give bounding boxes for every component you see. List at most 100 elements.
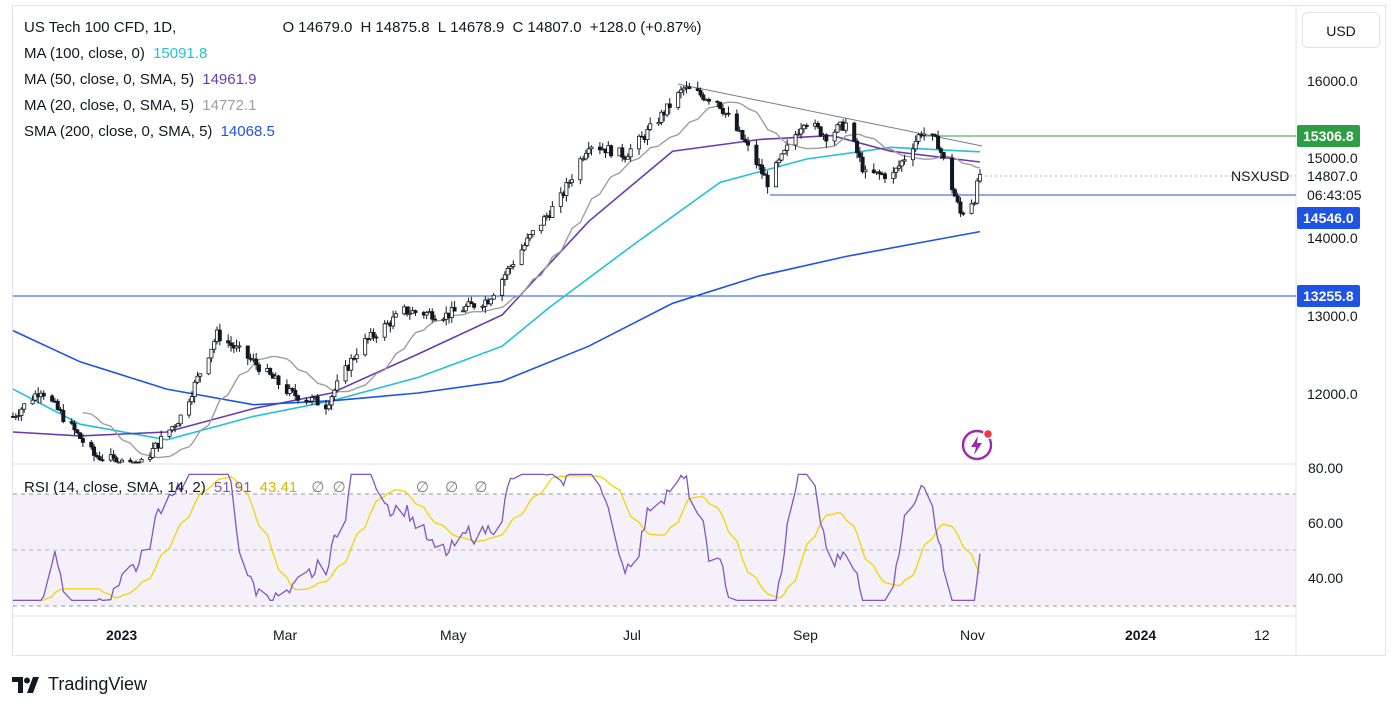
candle (100, 454, 105, 462)
tag-resistance[interactable]: 15306.8 (1297, 125, 1360, 147)
candle (480, 304, 485, 311)
lightning-icon[interactable] (960, 428, 994, 462)
candle (209, 348, 214, 363)
candle (365, 337, 370, 344)
candle (50, 394, 55, 403)
time-tick-sep: Sep (793, 627, 818, 643)
candle (254, 352, 259, 370)
candle (245, 345, 250, 366)
candle (550, 201, 555, 219)
indicator-ma100[interactable]: MA (100, close, 0) 15091.8 (24, 45, 208, 62)
candle (38, 390, 43, 404)
candle (936, 130, 941, 150)
candle (55, 398, 60, 411)
candle (75, 428, 80, 435)
candle (558, 187, 563, 213)
candle (676, 91, 681, 110)
candle (424, 310, 429, 320)
ohlc-close: C 14807.0 (512, 19, 582, 36)
price-tick-16000: 16000.0 (1307, 73, 1358, 89)
time-tick-mar: Mar (273, 627, 298, 643)
candle (508, 264, 513, 274)
candle (715, 100, 720, 108)
candle (933, 133, 938, 138)
symbol-title: US Tech 100 CFD, 1D, (24, 19, 177, 36)
candle (92, 443, 97, 462)
candle (441, 317, 446, 323)
time-tick-nov: Nov (960, 627, 985, 643)
candle (463, 303, 468, 313)
candle (187, 398, 192, 418)
tag-low-level[interactable]: 13255.8 (1297, 285, 1360, 307)
rsi-tick-40: 40.00 (1308, 570, 1344, 586)
candle (363, 333, 368, 357)
candle (583, 149, 588, 161)
tag-support[interactable]: 14546.0 (1297, 207, 1360, 229)
candle (433, 314, 438, 321)
candle (578, 156, 583, 185)
rsi-tick-60: 60.00 (1308, 515, 1344, 531)
candle (910, 143, 915, 167)
ma-line-0 (12, 146, 981, 441)
candle (656, 117, 661, 126)
time-tick-12: 12 (1254, 627, 1270, 643)
moving-averages (12, 101, 981, 459)
candle (491, 293, 496, 300)
candle (664, 103, 669, 118)
candle (61, 404, 66, 424)
candle (961, 211, 966, 216)
candle (625, 153, 630, 160)
candle (192, 379, 197, 404)
candle (701, 92, 706, 102)
candle (159, 430, 164, 450)
candle (569, 174, 574, 187)
indicator-sma200[interactable]: SMA (200, close, 0, SMA, 5) 14068.5 (24, 123, 275, 140)
candle (528, 233, 533, 242)
candle (19, 407, 24, 422)
candle (628, 143, 633, 162)
candle (217, 323, 222, 346)
candle (111, 450, 116, 462)
tradingview-logo[interactable]: TradingView (12, 674, 147, 695)
candle (922, 127, 927, 141)
candle (460, 306, 465, 313)
candle (212, 338, 217, 354)
candle (913, 135, 918, 152)
indicator-ma50[interactable]: MA (50, close, 0, SMA, 5) 14961.9 (24, 71, 257, 88)
rsi-sma-value: 43.41 (259, 479, 298, 496)
tradingview-logo-icon (12, 676, 39, 693)
candle (268, 367, 273, 376)
candle (276, 374, 281, 390)
rsi-extra-1: ∅ (311, 479, 325, 496)
rsi-legend[interactable]: RSI (14, close, SMA, 14, 2) 51.91 43.41 … (24, 479, 488, 496)
indicator-ma20[interactable]: MA (20, close, 0, SMA, 5) 14772.1 (24, 97, 257, 114)
ohlc-change: +128.0 (+0.87%) (589, 19, 702, 36)
chart-frame (12, 5, 1386, 656)
ma-line-2 (12, 230, 981, 406)
candle (785, 139, 790, 156)
candle (530, 230, 535, 238)
rsi-sma-line (13, 475, 981, 602)
candle (226, 334, 231, 348)
candle (815, 120, 820, 129)
candle (78, 432, 83, 439)
candle (405, 306, 410, 317)
candle (511, 260, 516, 270)
ohlc-open: O 14679.0 (282, 19, 353, 36)
candles (10, 81, 983, 464)
trend-line[interactable] (677, 83, 983, 147)
candle (799, 123, 804, 139)
candle (293, 384, 298, 400)
candle (941, 151, 946, 161)
candle (760, 158, 765, 179)
candle (952, 187, 957, 197)
candle (30, 395, 35, 405)
currency-button[interactable]: USD (1302, 12, 1380, 48)
candle (698, 87, 703, 98)
candle (659, 109, 664, 126)
candle (472, 302, 477, 310)
candle (170, 426, 175, 433)
candle (857, 147, 862, 163)
candle (687, 82, 692, 90)
